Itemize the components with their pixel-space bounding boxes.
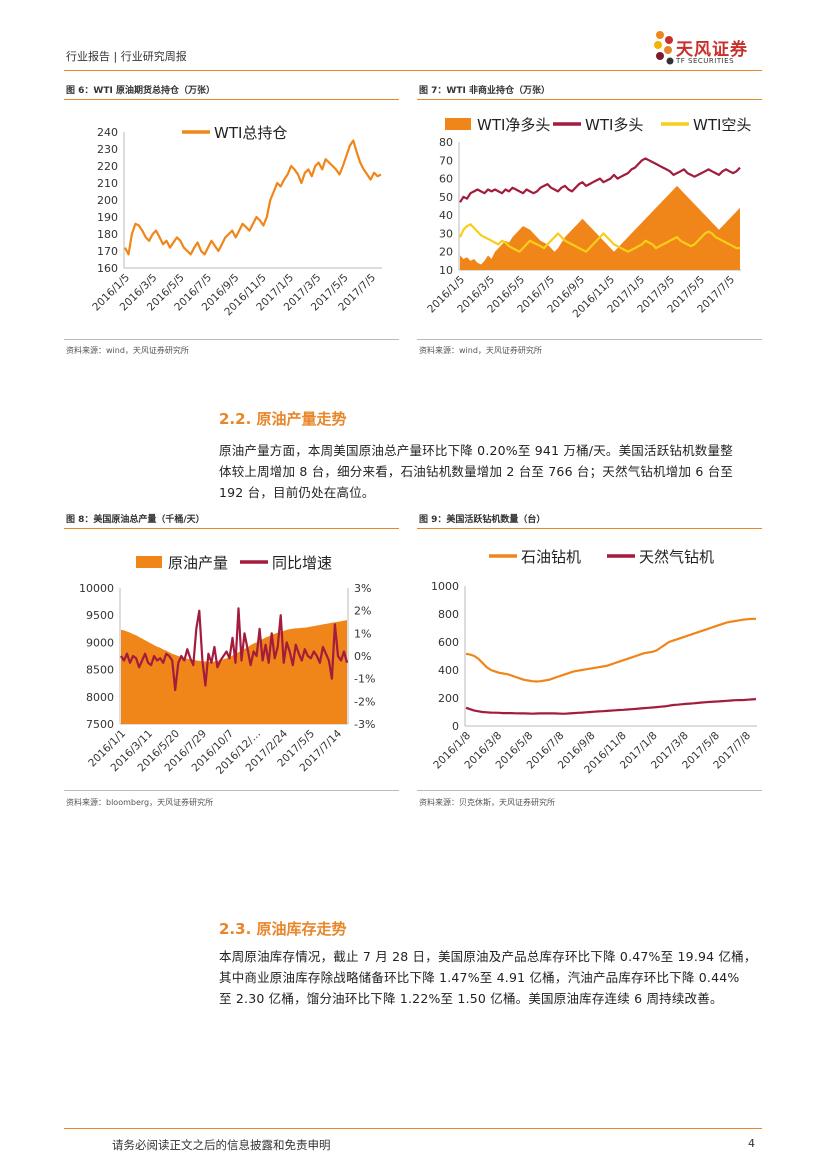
- series-line-同比增速: [120, 607, 349, 692]
- legend-swatch: [445, 118, 471, 130]
- y-tick-label: 190: [97, 211, 118, 224]
- section-2-3-paragraph: 本周原油库存情况，截止 7 月 28 日，美国原油及产品总库存环比下降 0.47…: [219, 946, 767, 1009]
- legend-label: WTI空头: [693, 116, 751, 134]
- logo-subtitle: TF SECURITIES: [676, 57, 735, 65]
- fig9-chart: 020040060080010002016/1/82016/3/82016/5/…: [431, 548, 757, 776]
- y-tick-label: 1000: [431, 580, 459, 593]
- fig8-title-divider: [64, 528, 399, 529]
- fig9-title: 图 9：美国活跃钻机数量（台）: [419, 515, 546, 525]
- paragraph-line: 至 2.30 亿桶，馏分油环比下降 1.22%至 1.50 亿桶。美国原油库存连…: [219, 991, 723, 1006]
- y-tick-label: 600: [438, 636, 459, 649]
- fig7-title-divider: [417, 99, 762, 100]
- fig7-chart: 10203040506070802016/1/52016/3/52016/5/5…: [425, 116, 751, 320]
- header-divider: [64, 70, 762, 71]
- y-tick-label: 8500: [86, 664, 114, 677]
- page-number: 4: [748, 1137, 755, 1150]
- y-tick-label: 200: [97, 194, 118, 207]
- fig9-title-divider: [417, 528, 762, 529]
- y-tick-label: 230: [97, 143, 118, 156]
- y2-tick-label: 3%: [354, 582, 371, 595]
- fig8-bottom-divider: [64, 790, 399, 791]
- fig8-chart: 7500 8000 8500 9000 9500 10000 -3% -2% -1% 0% 1% 2%…: [79, 554, 375, 777]
- logo-icon: [654, 31, 674, 65]
- y-tick-label: 240: [97, 126, 118, 139]
- y-tick-label: 60: [439, 173, 453, 186]
- header-breadcrumb: 行业报告 | 行业研究周报: [66, 50, 187, 63]
- y-tick-label: 20: [439, 246, 453, 259]
- section-2-2-title: 2.2. 原油产量走势: [219, 410, 347, 428]
- legend-swatch: [136, 556, 162, 568]
- footer-divider: [64, 1128, 762, 1129]
- series-line-WTI总持仓: [124, 139, 382, 256]
- y-tick-label: 9000: [86, 636, 114, 649]
- fig7-bottom-divider: [417, 339, 762, 340]
- y-tick-label: 10: [439, 264, 453, 277]
- y-tick-label: 30: [439, 227, 453, 240]
- legend-label: WTI多头: [585, 116, 643, 134]
- y-tick-label: 160: [97, 262, 118, 275]
- paragraph-line: 体较上周增加 8 台，细分来看，石油钻机数量增加 2 台至 766 台；天然气钻…: [219, 464, 734, 479]
- fig9-source: 资料来源：贝克休斯，天风证券研究所: [419, 798, 555, 807]
- fig9-bottom-divider: [417, 790, 762, 791]
- series-area-原油产量: [121, 620, 347, 724]
- series-line-WTI多头: [459, 157, 741, 203]
- y2-tick-label: 1%: [354, 627, 371, 640]
- fig8-title: 图 8：美国原油总产量（千桶/天）: [66, 515, 205, 525]
- paragraph-line: 其中商业原油库存除战略储备环比下降 1.47%至 4.91 亿桶，汽油产品库存环…: [219, 970, 740, 985]
- series-line-石油钻机: [465, 617, 757, 683]
- fig6-chart: 1601701801902002102202302402016/1/52016/…: [90, 124, 382, 318]
- fig8-source: 资料来源：bloomberg，天风证券研究所: [66, 798, 214, 807]
- y-tick-label: 0: [452, 720, 459, 733]
- y-tick-label: 170: [97, 245, 118, 258]
- paragraph-line: 本周原油库存情况，截止 7 月 28 日，美国原油及产品总库存环比下降 0.47…: [219, 949, 757, 964]
- legend-label: 原油产量: [168, 554, 228, 572]
- y2-tick-label: 2%: [354, 605, 371, 618]
- legend-label: 石油钻机: [521, 548, 581, 566]
- series-line-天然气钻机: [465, 698, 757, 715]
- y-tick-label: 7500: [86, 718, 114, 731]
- y-tick-label: 9500: [86, 609, 114, 622]
- y-tick-label: 800: [438, 608, 459, 621]
- section-2-2-paragraph: 原油产量方面，本周美国原油总产量环比下降 0.20%至 941 万桶/天。美国活…: [219, 440, 767, 503]
- y2-tick-label: -2%: [354, 695, 375, 708]
- paragraph-line: 原油产量方面，本周美国原油总产量环比下降 0.20%至 941 万桶/天。美国活…: [219, 443, 733, 458]
- fig6-title-divider: [64, 99, 399, 100]
- y2-tick-label: -3%: [354, 718, 375, 731]
- fig6-source: 资料来源：wind，天风证券研究所: [66, 346, 189, 355]
- y-tick-label: 8000: [86, 691, 114, 704]
- legend-label: WTI总持仓: [214, 124, 287, 142]
- paragraph-line: 192 台，目前仍处在高位。: [219, 485, 375, 500]
- series-line-WTI空头: [459, 223, 740, 253]
- fig6-bottom-divider: [64, 339, 399, 340]
- fig6-title: 图 6：WTI 原油期货总持仓（万张）: [66, 86, 215, 96]
- y-tick-label: 40: [439, 209, 453, 222]
- legend-label: WTI净多头: [477, 116, 550, 134]
- y-tick-label: 180: [97, 228, 118, 241]
- logo-name: 天风证券: [676, 40, 748, 60]
- y-tick-label: 70: [439, 154, 453, 167]
- y2-tick-label: 0%: [354, 650, 371, 663]
- y-tick-label: 50: [439, 191, 453, 204]
- y-tick-label: 10000: [79, 582, 114, 595]
- fig7-title: 图 7：WTI 非商业持仓（万张）: [419, 86, 550, 96]
- y-tick-label: 210: [97, 177, 118, 190]
- y2-tick-label: -1%: [354, 673, 375, 686]
- fig7-source: 资料来源：wind，天风证券研究所: [419, 346, 542, 355]
- y-tick-label: 200: [438, 692, 459, 705]
- series-area-WTI净多头: [460, 185, 740, 270]
- legend-label: 天然气钻机: [639, 548, 714, 566]
- y-tick-label: 220: [97, 160, 118, 173]
- legend-label: 同比增速: [272, 554, 332, 572]
- y-tick-label: 400: [438, 664, 459, 677]
- y-tick-label: 80: [439, 136, 453, 149]
- section-2-3-title: 2.3. 原油库存走势: [219, 920, 347, 938]
- footer-disclaimer: 请务必阅读正文之后的信息披露和免责申明: [112, 1138, 331, 1152]
